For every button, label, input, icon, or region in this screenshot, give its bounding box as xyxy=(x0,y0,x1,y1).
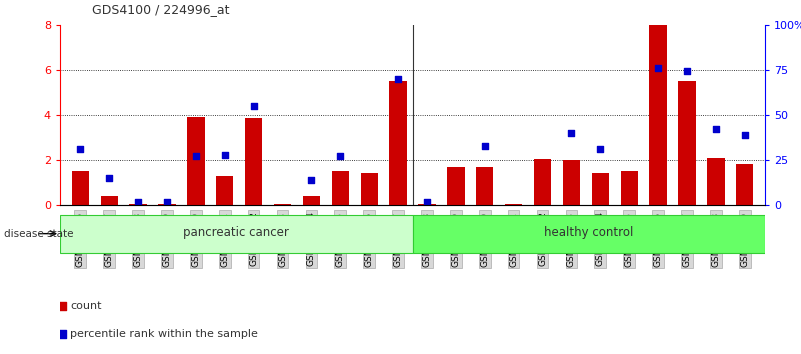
Text: GDS4100 / 224996_at: GDS4100 / 224996_at xyxy=(92,3,230,16)
Bar xyxy=(736,164,754,205)
Point xyxy=(594,146,606,152)
Point xyxy=(710,126,723,131)
FancyBboxPatch shape xyxy=(413,215,765,253)
Point xyxy=(190,153,203,159)
Text: disease state: disease state xyxy=(4,229,74,239)
Point xyxy=(219,152,231,158)
Bar xyxy=(505,204,522,205)
Bar xyxy=(563,160,580,205)
FancyBboxPatch shape xyxy=(60,215,413,253)
Bar xyxy=(447,167,465,205)
Bar xyxy=(389,81,407,205)
Bar xyxy=(274,204,292,205)
Bar xyxy=(707,158,725,205)
Bar xyxy=(476,167,493,205)
Bar xyxy=(332,171,349,205)
Point xyxy=(565,130,578,136)
Point xyxy=(248,103,260,109)
Point xyxy=(272,202,285,208)
Point xyxy=(103,176,115,181)
Bar xyxy=(650,25,666,205)
Bar xyxy=(245,119,262,205)
Point xyxy=(392,76,405,82)
Point xyxy=(739,132,751,138)
Point xyxy=(74,146,87,152)
Text: pancreatic cancer: pancreatic cancer xyxy=(183,226,289,239)
Bar xyxy=(592,173,609,205)
Bar xyxy=(71,171,89,205)
Point xyxy=(681,68,694,74)
Point xyxy=(334,153,347,159)
Text: count: count xyxy=(70,301,102,311)
Bar xyxy=(303,196,320,205)
Bar xyxy=(678,81,695,205)
Point xyxy=(131,199,144,205)
Bar xyxy=(187,117,204,205)
Bar xyxy=(100,196,118,205)
Bar xyxy=(621,171,638,205)
Bar xyxy=(533,159,551,205)
Point xyxy=(160,199,173,205)
Bar xyxy=(216,176,233,205)
Bar xyxy=(159,204,175,205)
Bar xyxy=(360,173,378,205)
Point xyxy=(305,178,318,183)
Point xyxy=(478,143,491,148)
Text: percentile rank within the sample: percentile rank within the sample xyxy=(70,330,258,339)
Point xyxy=(421,199,433,205)
Bar xyxy=(418,204,436,205)
Text: healthy control: healthy control xyxy=(544,226,634,239)
Point xyxy=(652,65,665,70)
Bar xyxy=(130,204,147,205)
